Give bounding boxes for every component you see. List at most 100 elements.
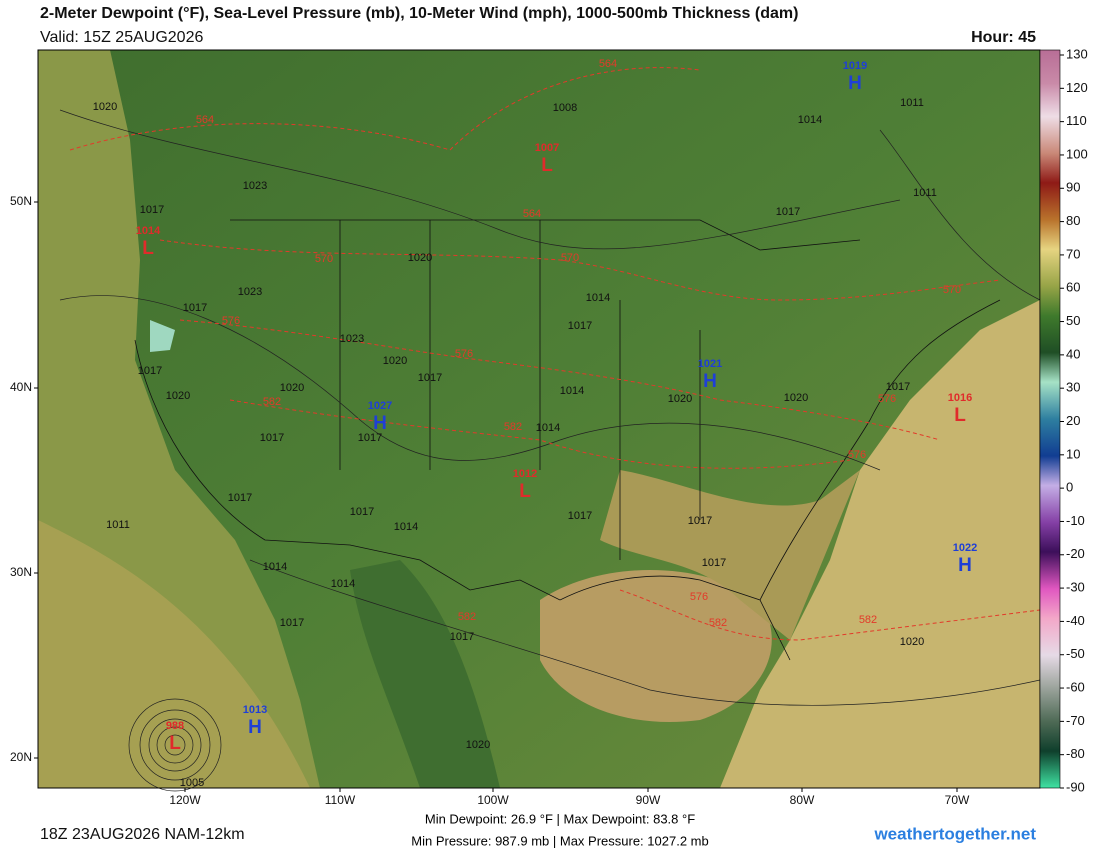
colorbar-tick-label: -60: [1066, 679, 1085, 694]
thickness-label: 582: [709, 617, 727, 629]
isobar-label: 1014: [263, 561, 287, 573]
lon-label: 70W: [945, 793, 970, 807]
isobar-label: 1017: [350, 506, 374, 518]
colorbar-tick-label: -90: [1066, 779, 1085, 794]
isobar-label: 1020: [408, 252, 432, 264]
center-letter: L: [519, 481, 531, 502]
center-letter: L: [169, 733, 181, 754]
colorbar-tick-label: 120: [1066, 80, 1088, 95]
isobar-label: 1017: [138, 365, 162, 377]
isobar-label: 1011: [913, 187, 937, 199]
colorbar-tick-label: 100: [1066, 146, 1088, 161]
lon-label: 80W: [790, 793, 815, 807]
isobar-label: 1014: [586, 292, 610, 304]
thickness-label: 582: [458, 611, 476, 623]
isobar-label: 1017: [702, 557, 726, 569]
colorbar-tick-label: 80: [1066, 213, 1080, 228]
center-letter: L: [954, 405, 966, 426]
colorbar-tick-label: -20: [1066, 546, 1085, 561]
isobar-label: 1023: [243, 180, 267, 192]
isobar-label: 1017: [450, 631, 474, 643]
lat-label: 30N: [10, 565, 32, 579]
colorbar-tick-label: -10: [1066, 513, 1085, 528]
lon-label: 110W: [325, 793, 356, 807]
thickness-label: 564: [523, 208, 541, 220]
lat-label: 40N: [10, 380, 32, 394]
isobar-label: 1020: [166, 390, 190, 402]
isobar-label: 1023: [238, 286, 262, 298]
colorbar-tick-label: -30: [1066, 580, 1085, 595]
colorbar-tick-label: 130: [1066, 46, 1088, 61]
isobar-label: 1023: [340, 333, 364, 345]
thickness-label: 564: [599, 58, 617, 70]
isobar-label: 1014: [331, 578, 355, 590]
lat-label: 20N: [10, 750, 32, 764]
colorbar-tick-label: 20: [1066, 413, 1080, 428]
forecast-hour: Hour: 45: [971, 29, 1036, 46]
center-value: 1014: [136, 225, 161, 237]
isobar-label: 1020: [280, 382, 304, 394]
site-credit[interactable]: weathertogether.net: [873, 824, 1036, 843]
pressure-range: Min Pressure: 987.9 mb | Max Pressure: 1…: [411, 833, 708, 848]
colorbar-tick-label: 40: [1066, 346, 1080, 361]
map-title: 2-Meter Dewpoint (°F), Sea-Level Pressur…: [40, 5, 798, 22]
isobar-label: 1017: [183, 302, 207, 314]
isobar-label: 1011: [106, 519, 130, 531]
colorbar-tick-label: 30: [1066, 380, 1080, 395]
center-letter: H: [703, 371, 717, 392]
thickness-label: 582: [859, 614, 877, 626]
colorbar-tick-label: -50: [1066, 646, 1085, 661]
colorbar-tick-label: -40: [1066, 613, 1085, 628]
map: [37, 49, 1041, 792]
isobar-label: 1017: [358, 432, 382, 444]
thickness-label: 570: [943, 284, 961, 296]
colorbar-tick-label: 50: [1066, 313, 1080, 328]
thickness-label: 582: [263, 396, 281, 408]
center-letter: L: [541, 155, 553, 176]
center-value: 1013: [243, 704, 267, 716]
center-letter: L: [142, 238, 154, 259]
center-value: 1007: [535, 142, 559, 154]
thickness-label: 576: [690, 591, 708, 603]
center-letter: H: [958, 555, 972, 576]
isobar-label: 1011: [900, 97, 924, 109]
isobar-label: 1017: [228, 492, 252, 504]
isobar-label: 1020: [668, 393, 692, 405]
lon-label: 90W: [636, 793, 661, 807]
thickness-label: 576: [848, 449, 866, 461]
valid-time: Valid: 15Z 25AUG2026: [40, 29, 203, 46]
isobar-label: 1017: [260, 432, 284, 444]
isobar-label: 1020: [466, 739, 490, 751]
center-value: 988: [166, 720, 184, 732]
model-run: 18Z 23AUG2026 NAM-12km: [40, 826, 245, 843]
thickness-label: 570: [561, 252, 579, 264]
isobar-label: 1020: [383, 355, 407, 367]
thickness-label: 576: [455, 348, 473, 360]
center-value: 1021: [698, 358, 722, 370]
center-value: 1019: [843, 60, 867, 72]
thickness-label: 564: [196, 114, 214, 126]
lon-label: 120W: [169, 793, 201, 807]
colorbar-tick-label: 90: [1066, 180, 1080, 195]
isobar-label: 1017: [418, 372, 442, 384]
center-value: 1012: [513, 468, 537, 480]
isobar-label: 1017: [886, 381, 910, 393]
isobar-label: 1014: [536, 422, 560, 434]
isobar-label: 1020: [900, 636, 924, 648]
dewpoint-range: Min Dewpoint: 26.9 °F | Max Dewpoint: 83…: [425, 811, 695, 826]
colorbar-tick-label: 110: [1066, 113, 1087, 128]
colorbar-tick-label: 60: [1066, 280, 1080, 295]
center-value: 1016: [948, 392, 972, 404]
isobar-label: 1017: [776, 206, 800, 218]
isobar-label: 1014: [394, 521, 418, 533]
isobar-label: 1020: [93, 101, 117, 113]
colorbar: [1039, 49, 1061, 789]
center-value: 1027: [368, 400, 392, 412]
isobar-label: 1017: [140, 204, 164, 216]
isobar-label: 1017: [568, 510, 592, 522]
colorbar-tick-label: -80: [1066, 746, 1085, 761]
isobar-label: 1005: [180, 777, 204, 789]
isobar-label: 1017: [280, 617, 304, 629]
colorbar-tick-label: -70: [1066, 713, 1085, 728]
